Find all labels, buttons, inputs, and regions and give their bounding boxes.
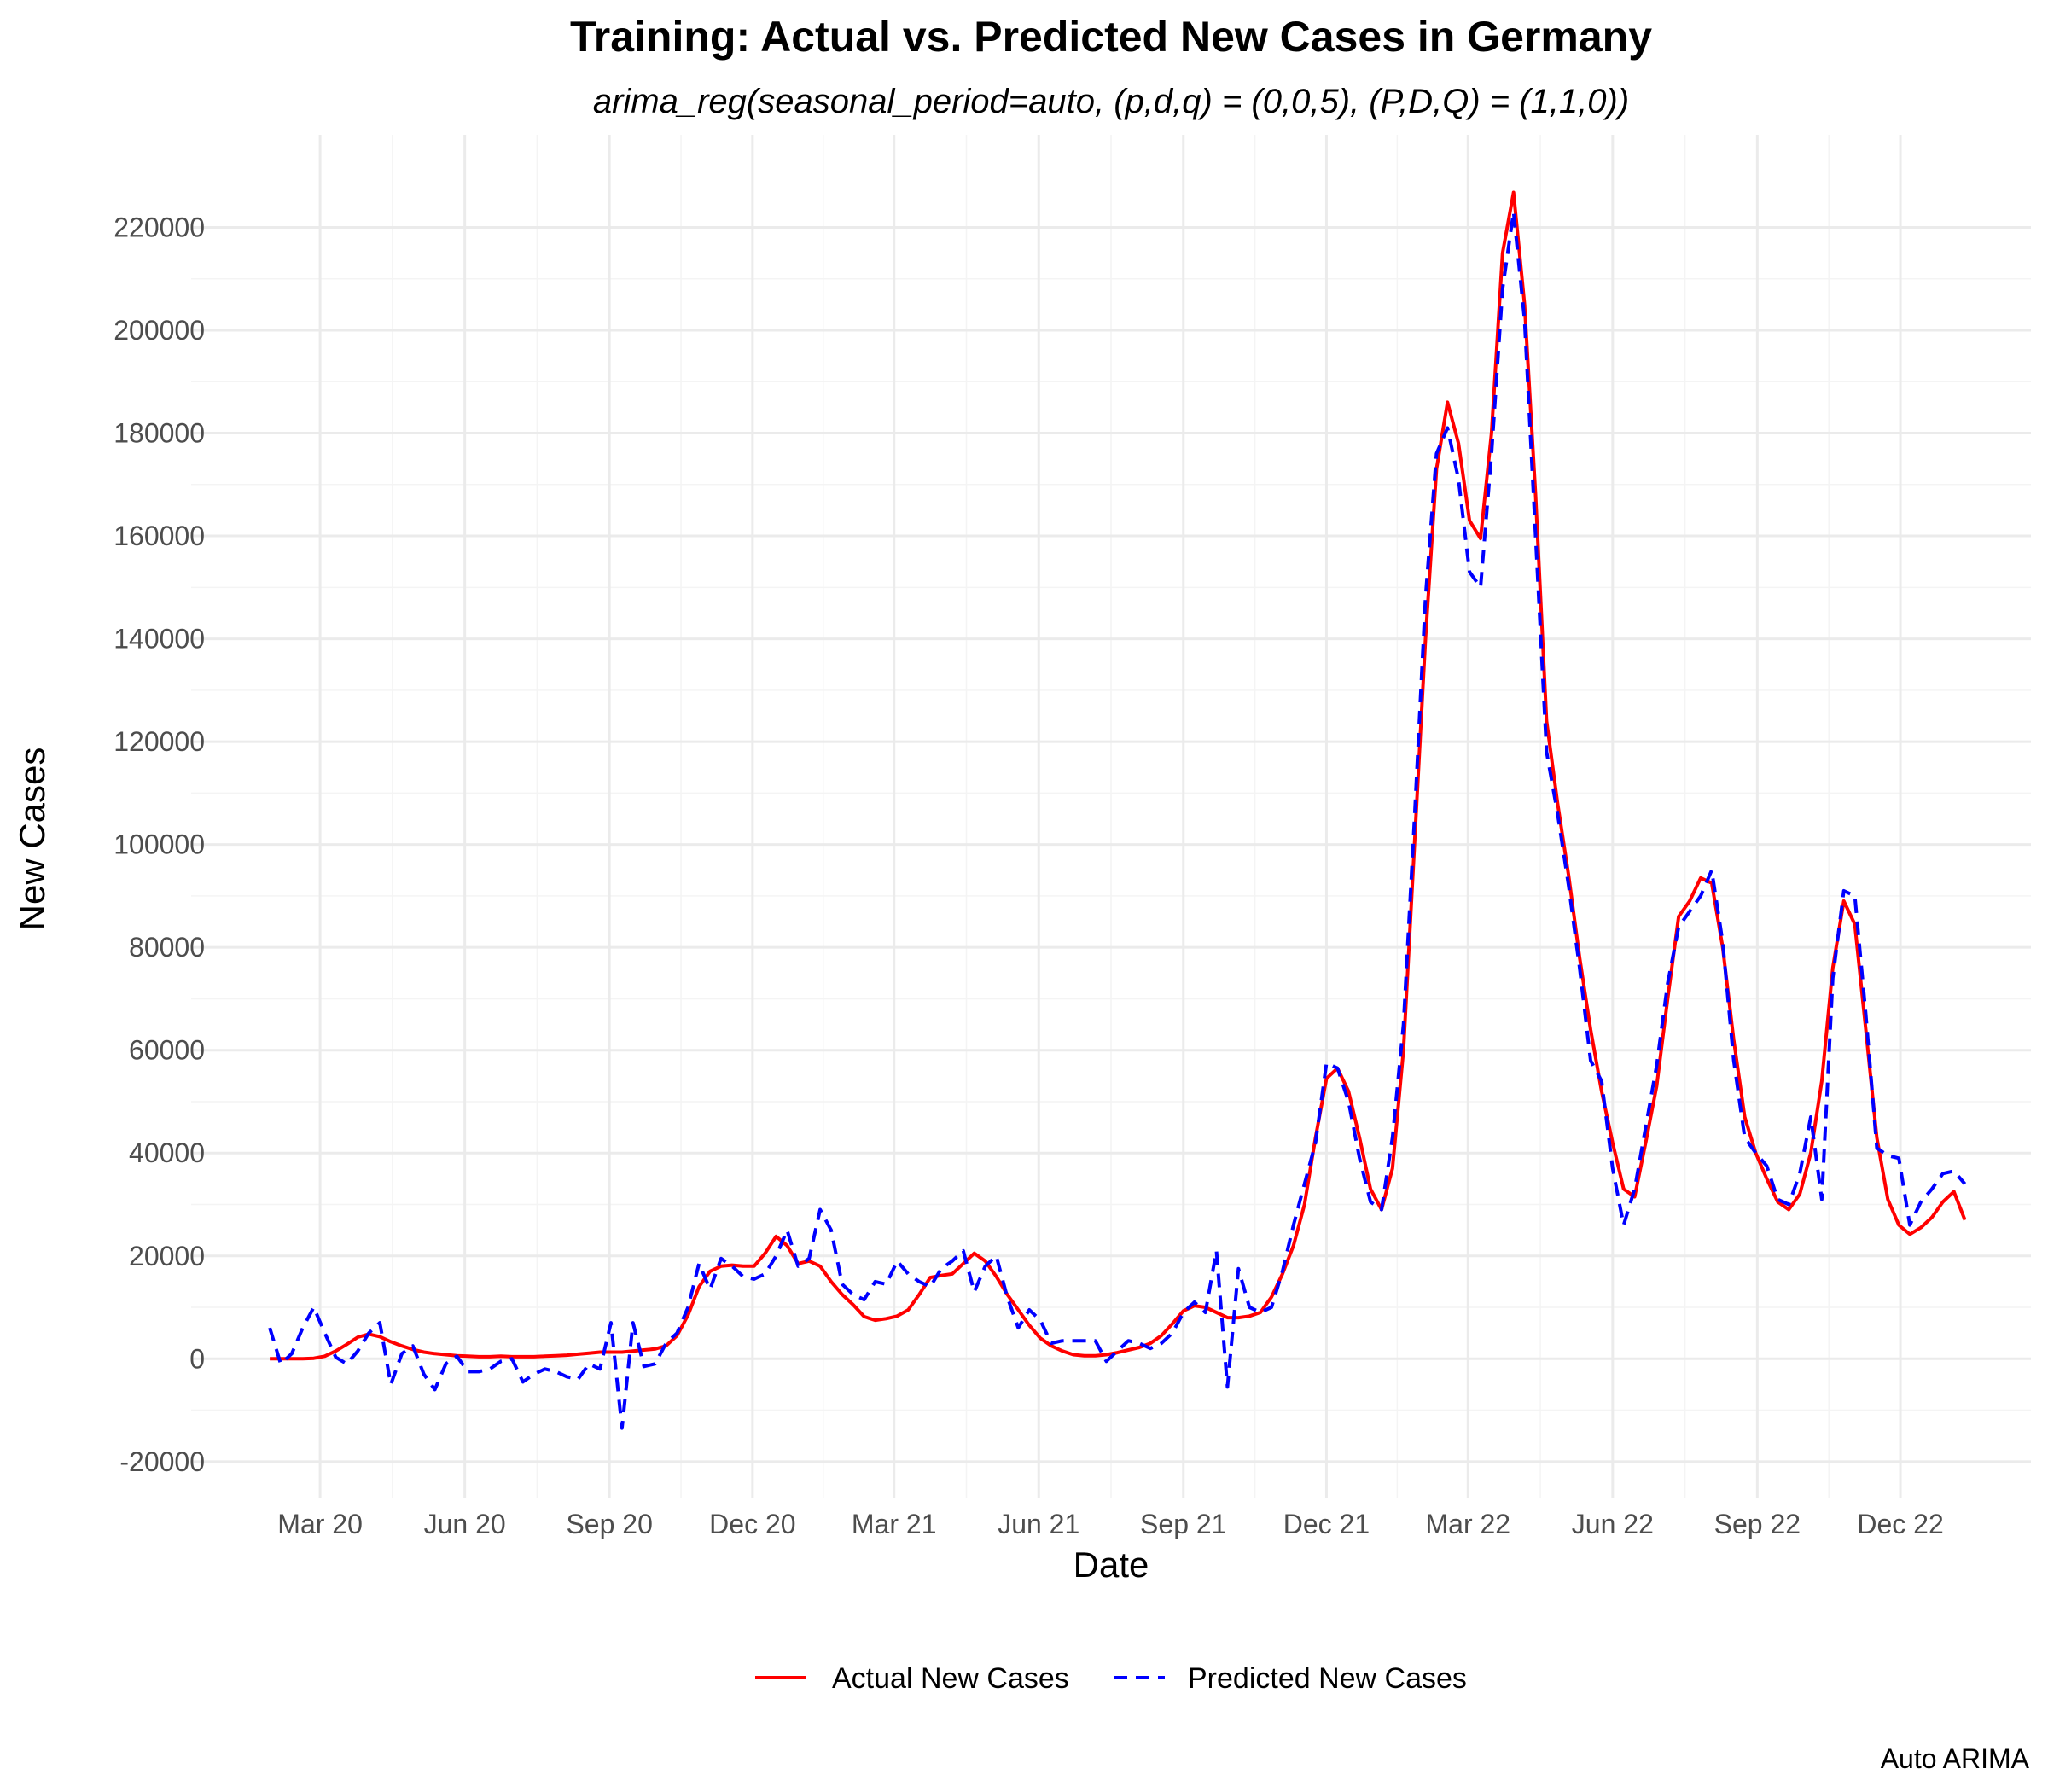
x-tick-label: Sep 21 (1140, 1509, 1226, 1539)
y-tick-label: 120000 (113, 726, 205, 757)
y-tick-label: 80000 (129, 932, 205, 963)
y-tick-label: 60000 (129, 1035, 205, 1066)
x-tick-label: Mar 21 (852, 1509, 937, 1539)
y-tick-label: 20000 (129, 1241, 205, 1271)
x-tick-label: Sep 22 (1714, 1509, 1801, 1539)
chart-caption: Auto ARIMA (1881, 1743, 2030, 1774)
y-tick-label: 180000 (113, 418, 205, 449)
y-tick-label: 160000 (113, 521, 205, 551)
y-axis-ticks: -20000 0 20000 40000 60000 80000 100000 120000 1… (113, 212, 205, 1476)
y-tick-label: 220000 (113, 212, 205, 242)
y-tick-label: 0 (189, 1343, 205, 1374)
x-axis-ticks: Mar 20 Jun 20 Sep 20 Dec 20 Mar 21 Jun 21 Sep … (277, 1509, 1943, 1539)
x-tick-label: Jun 21 (998, 1509, 1079, 1539)
y-tick-label: 200000 (113, 315, 205, 346)
grid (191, 135, 2031, 1498)
x-tick-label: Mar 20 (277, 1509, 363, 1539)
x-axis-title: Date (1073, 1545, 1149, 1585)
series-line-predicted (268, 210, 1967, 1430)
legend-label-actual: Actual New Cases (832, 1662, 1069, 1695)
chart-title: Training: Actual vs. Predicted New Cases… (570, 13, 1652, 61)
chart-subtitle: arima_reg(seasonal_period=auto, (p,d,q) … (593, 83, 1629, 120)
x-tick-label: Mar 22 (1426, 1509, 1511, 1539)
y-tick-label: 40000 (129, 1137, 205, 1168)
legend-label-predicted: Predicted New Cases (1188, 1662, 1467, 1695)
x-tick-label: Jun 22 (1572, 1509, 1654, 1539)
y-tick-label: 100000 (113, 829, 205, 860)
y-tick-label: 140000 (113, 624, 205, 655)
x-tick-label: Dec 20 (709, 1509, 795, 1539)
x-tick-label: Dec 21 (1283, 1509, 1370, 1539)
y-tick-label: -20000 (119, 1446, 205, 1477)
legend: Actual New Cases Predicted New Cases (755, 1662, 1467, 1695)
y-axis-title: New Cases (12, 748, 52, 931)
x-tick-label: Dec 22 (1857, 1509, 1943, 1539)
series-lines (268, 190, 1967, 1430)
x-tick-label: Sep 20 (566, 1509, 652, 1539)
series-line-actual (270, 190, 1967, 1361)
x-tick-label: Jun 20 (424, 1509, 506, 1539)
